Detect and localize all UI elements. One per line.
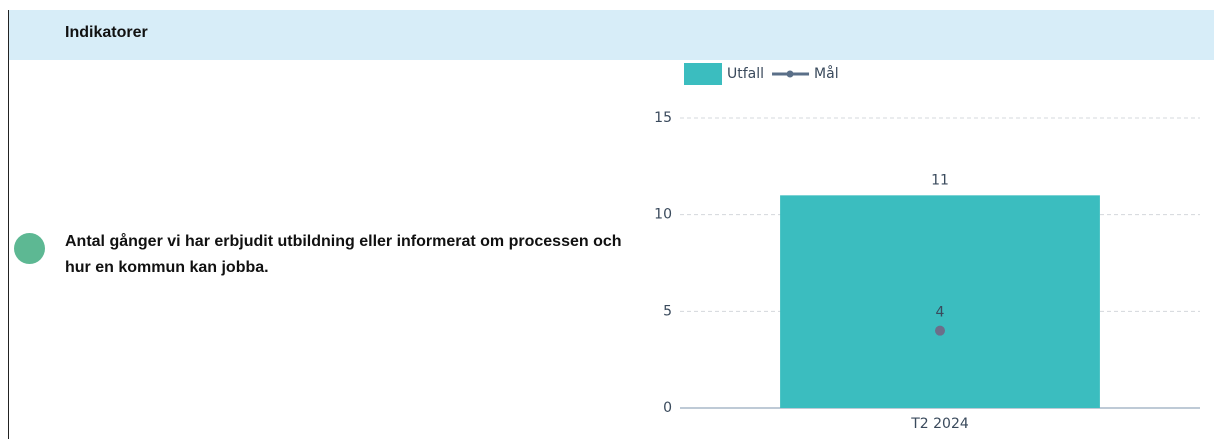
data-label: 11 <box>931 172 949 188</box>
y-tick-label: 0 <box>663 400 672 416</box>
border <box>8 10 9 439</box>
legend-swatch <box>684 63 722 85</box>
legend-dot <box>786 70 794 78</box>
bar <box>780 195 1100 408</box>
indicator-text: Antal gånger vi har erbjudit utbildning … <box>65 233 622 276</box>
status-indicator <box>14 233 45 264</box>
target-point <box>935 325 945 336</box>
y-tick-label: 10 <box>654 207 672 223</box>
header: Indikatorer <box>9 10 1214 60</box>
y-tick-label: 15 <box>654 110 672 126</box>
data-label: 4 <box>936 305 945 321</box>
legend-label: Mål <box>814 65 839 82</box>
legend-label: Utfall <box>727 66 764 82</box>
x-tick-label: T2 2024 <box>910 416 969 432</box>
header-title: Indikatorer <box>65 24 148 41</box>
y-tick-label: 5 <box>663 303 672 319</box>
